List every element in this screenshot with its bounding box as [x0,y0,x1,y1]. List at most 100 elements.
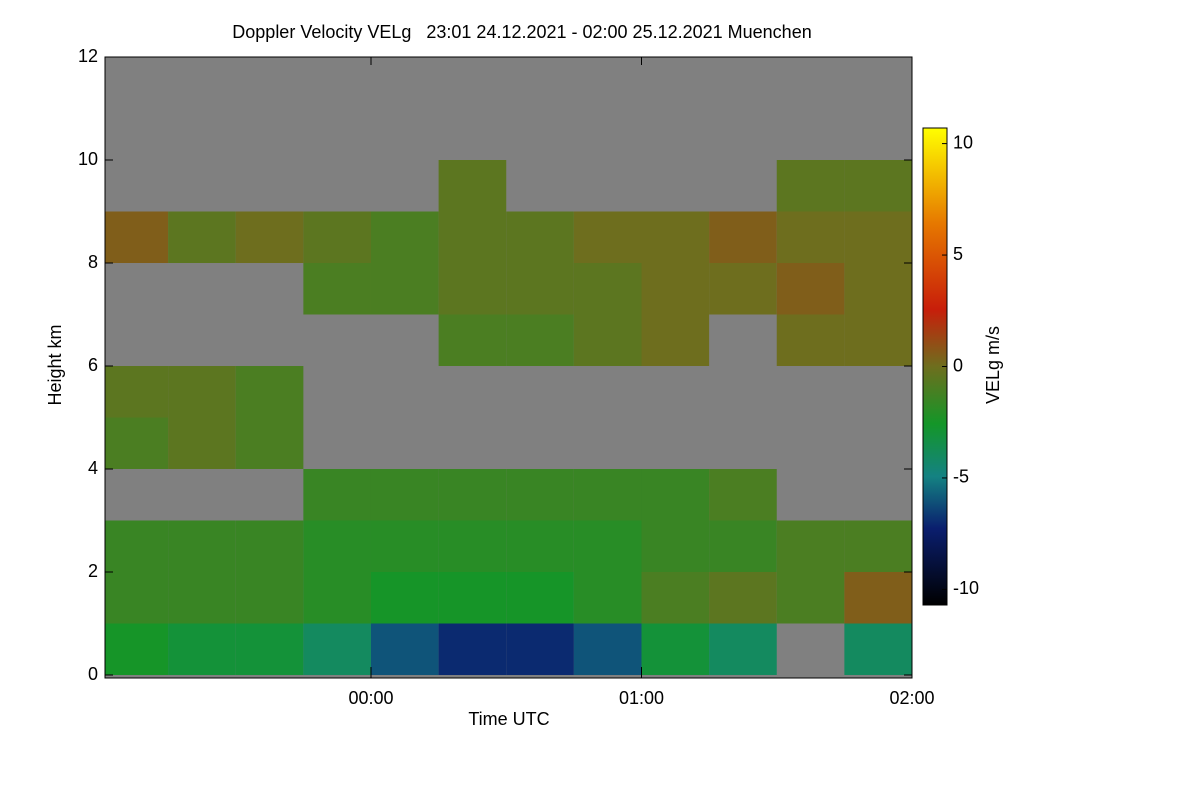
heatmap-cell [303,572,371,624]
heatmap-cell [105,572,169,624]
colorbar-tick-label: -5 [953,467,969,487]
heatmap-cell [438,572,507,624]
colorbar-label: VELg m/s [983,326,1003,404]
heatmap-cell [844,160,912,212]
heatmap-cell [235,520,304,572]
heatmap-cell [641,469,710,521]
heatmap-cell [709,623,777,675]
heatmap-cell [105,211,169,263]
heatmap-cell [506,623,574,675]
heatmap-cell [844,520,912,572]
heatmap-cell [641,263,710,315]
heatmap-cell [235,572,304,624]
y-tick-label: 4 [88,458,98,478]
heatmap-cell [235,211,304,263]
heatmap-cell [641,211,710,263]
heatmap-cell [641,572,710,624]
heatmap-cell [303,263,371,315]
x-tick-label: 00:00 [348,688,393,708]
y-axis-label: Height km [45,324,65,405]
heatmap-cell [438,263,507,315]
heatmap-cell [641,314,710,366]
heatmap-cell [105,417,169,469]
heatmap-cell [506,520,574,572]
heatmap-cell [506,314,574,366]
heatmap-cell [303,623,371,675]
heatmap-cell [776,314,845,366]
heatmap-cell [303,211,371,263]
heatmap-cell [776,160,845,212]
heatmap-cell [506,211,574,263]
x-tick-label: 01:00 [619,688,664,708]
heatmap-cell [709,469,777,521]
heatmap-cell [168,623,236,675]
heatmap-cell [709,572,777,624]
heatmap-cell [105,520,169,572]
heatmap-cell [709,263,777,315]
heatmap-cell [844,572,912,624]
heatmap-cell [709,520,777,572]
heatmap-cell [438,520,507,572]
y-tick-label: 6 [88,355,98,375]
heatmap-cell [844,623,912,675]
heatmap-cell [506,469,574,521]
heatmap-cell [370,469,439,521]
heatmap-cell [370,623,439,675]
heatmap-cell [573,520,642,572]
colorbar-tick-label: 5 [953,244,963,264]
heatmap-cell [370,263,439,315]
heatmap-cell [438,160,507,212]
heatmap-cell [573,211,642,263]
y-tick-label: 0 [88,664,98,684]
colorbar-tick-label: 10 [953,132,973,152]
heatmap-cell [438,314,507,366]
heatmap-cell [105,623,169,675]
heatmap-cell [573,623,642,675]
heatmap-cell [168,520,236,572]
heatmap-cell [235,417,304,469]
heatmap-cell [168,572,236,624]
heatmap-cell [235,366,304,418]
x-axis-label: Time UTC [468,709,549,729]
plot-frame [104,56,913,679]
x-tick-label: 02:00 [889,688,934,708]
heatmap-cell [776,572,845,624]
heatmap-cell [506,572,574,624]
y-tick-label: 2 [88,561,98,581]
heatmap-cell [573,572,642,624]
heatmap-cell [370,520,439,572]
y-tick-label: 12 [78,46,98,66]
heatmap-cell [168,417,236,469]
heatmap-cell [776,520,845,572]
heatmap-cell [370,572,439,624]
heatmap [105,160,912,675]
heatmap-cell [709,211,777,263]
y-tick-label: 8 [88,252,98,272]
heatmap-cell [438,211,507,263]
heatmap-cell [303,469,371,521]
heatmap-cell [573,469,642,521]
heatmap-cell [370,211,439,263]
heatmap-cell [844,314,912,366]
heatmap-cell [641,520,710,572]
heatmap-cell [168,211,236,263]
heatmap-cell [844,211,912,263]
heatmap-cell [573,263,642,315]
chart-title: Doppler Velocity VELg 23:01 24.12.2021 -… [232,22,811,42]
heatmap-cell [776,263,845,315]
heatmap-cell [235,623,304,675]
heatmap-cell [303,520,371,572]
heatmap-cell [438,623,507,675]
y-tick-label: 10 [78,149,98,169]
colorbar-tick-label: -10 [953,578,979,598]
heatmap-cell [506,263,574,315]
heatmap-cell [844,263,912,315]
heatmap-cell [776,211,845,263]
heatmap-cell [168,366,236,418]
heatmap-cell [105,366,169,418]
heatmap-cell [641,623,710,675]
colorbar-tick-label: 0 [953,355,963,375]
heatmap-cell [573,314,642,366]
heatmap-cell [438,469,507,521]
